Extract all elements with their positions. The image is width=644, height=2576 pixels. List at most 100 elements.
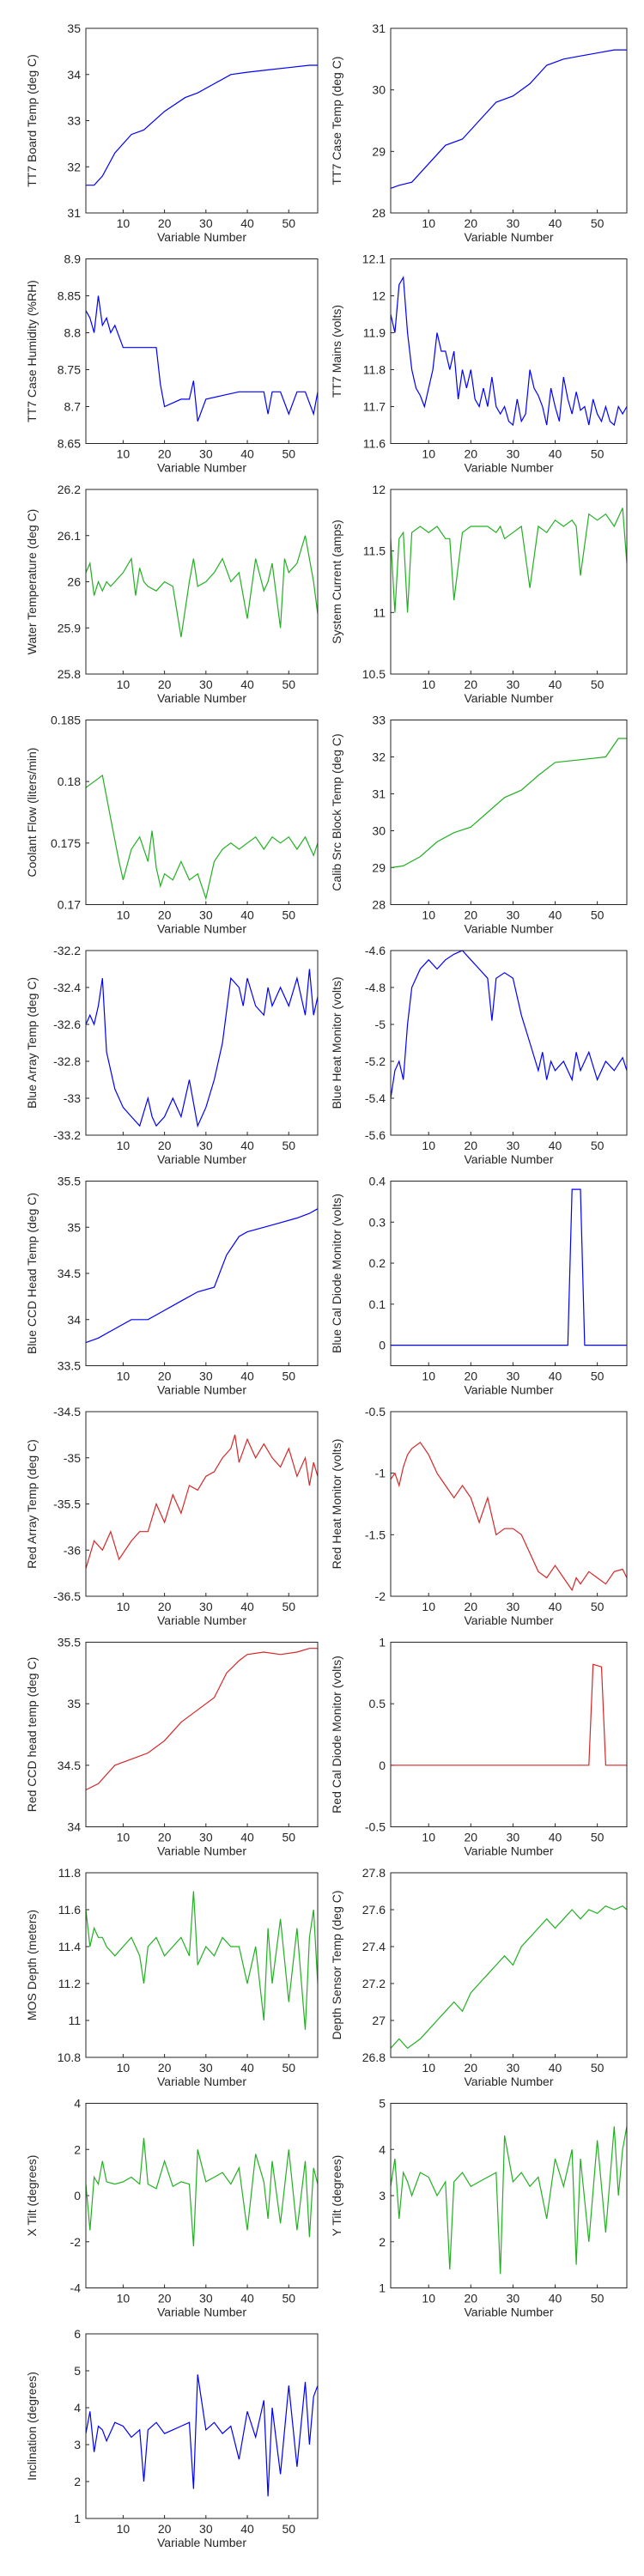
y-axis-label: Y Tilt (degrees) (330, 2155, 343, 2237)
y-axis-label: Blue Cal Diode Monitor (volts) (330, 1194, 343, 1353)
x-tick-label: 10 (422, 2061, 435, 2075)
x-axis-label: Variable Number (157, 1613, 246, 1627)
y-axis-label: Inclination (degrees) (25, 2372, 39, 2481)
x-axis-label: Variable Number (464, 1383, 553, 1397)
chart-panel-8: 28 29 30 31 32 33 10 20 30 40 50 Variable Number Cal… (330, 714, 628, 936)
y-tick-label: 8.9 (64, 252, 82, 266)
x-tick-label: 40 (549, 677, 562, 691)
chart-panel-10: -5.6 -5.4 -5.2 -5 -4.8 -4.6 10 20 30 40 50 Variable… (330, 944, 628, 1166)
y-tick-label: 3 (74, 2438, 81, 2451)
chart-panel-20: 1 2 3 4 5 10 20 30 40 50 Variable Number Y Tilt (de… (330, 2097, 628, 2319)
y-tick-label: 0.1 (369, 1297, 386, 1311)
x-tick-label: 20 (465, 1831, 478, 1844)
plot-frame (85, 27, 319, 214)
y-tick-label: -4.6 (365, 944, 386, 957)
y-axis-label: X Tilt (degrees) (25, 2155, 39, 2237)
y-tick-label: 27.8 (362, 1866, 386, 1880)
plot-frame (390, 1872, 628, 2058)
x-tick-label: 20 (465, 216, 478, 230)
y-tick-label: 0.18 (58, 775, 81, 788)
x-tick-label: 20 (158, 1370, 172, 1383)
x-tick-label: 50 (282, 1600, 295, 1613)
y-tick-label: 35 (67, 1220, 81, 1234)
x-tick-label: 30 (507, 2061, 520, 2075)
y-tick-label: 11.6 (363, 437, 386, 451)
x-tick-label: 10 (117, 1600, 131, 1613)
chart-panel-12: 0 0.1 0.2 0.3 0.4 10 20 30 40 50 Variable Number Bl… (330, 1175, 628, 1397)
y-tick-label: -32.2 (53, 944, 81, 957)
x-tick-label: 50 (591, 1831, 605, 1844)
series-line (391, 1188, 627, 1346)
y-tick-label: 0 (74, 2189, 81, 2202)
x-tick-label: 10 (422, 1831, 435, 1844)
x-tick-label: 40 (549, 1370, 562, 1383)
x-tick-label: 30 (507, 1600, 520, 1613)
x-tick-label: 20 (465, 2061, 478, 2075)
y-tick-label: 0.175 (51, 836, 81, 850)
y-tick-label: 0.3 (369, 1215, 386, 1229)
series-line (85, 2374, 319, 2497)
plot-frame (85, 720, 319, 905)
x-tick-label: 40 (549, 908, 562, 922)
x-tick-label: 40 (240, 2061, 254, 2075)
x-tick-label: 40 (549, 1600, 562, 1613)
y-tick-label: -5.6 (365, 1128, 386, 1142)
y-axis-label: TT7 Mains (volts) (330, 305, 343, 398)
y-tick-label: 33.5 (58, 1359, 81, 1373)
x-tick-label: 10 (117, 1139, 131, 1152)
x-tick-label: 30 (199, 2061, 213, 2075)
x-tick-label: 10 (117, 447, 131, 461)
y-tick-label: 27.4 (362, 1940, 386, 1953)
x-tick-label: 30 (199, 1139, 213, 1152)
series-line (85, 1891, 319, 2030)
y-tick-label: -35 (64, 1451, 81, 1465)
y-axis-label: Red Heat Monitor (volts) (330, 1439, 343, 1570)
y-tick-label: 11.5 (363, 544, 386, 558)
x-tick-label: 40 (240, 1831, 254, 1844)
x-tick-label: 30 (199, 1600, 213, 1613)
y-tick-label: 30 (372, 83, 386, 97)
y-tick-label: 0.17 (58, 898, 81, 912)
y-tick-label: -32.6 (53, 1018, 81, 1031)
x-axis-label: Variable Number (157, 691, 246, 705)
x-tick-label: 50 (591, 1370, 605, 1383)
y-tick-label: 2 (74, 2475, 81, 2488)
x-tick-label: 20 (158, 2522, 172, 2536)
x-tick-label: 40 (549, 2061, 562, 2075)
x-tick-label: 10 (117, 1831, 131, 1844)
y-tick-label: 1 (74, 2512, 81, 2525)
x-tick-label: 10 (422, 2292, 435, 2306)
y-tick-label: 4 (379, 2142, 386, 2156)
x-tick-label: 50 (591, 908, 605, 922)
x-tick-label: 20 (158, 447, 172, 461)
y-tick-label: 8.65 (58, 437, 81, 451)
x-tick-label: 10 (422, 1370, 435, 1383)
x-tick-label: 20 (158, 2061, 172, 2075)
y-tick-label: 12 (372, 483, 386, 496)
series-line (85, 1208, 319, 1344)
y-tick-label: 27 (372, 2014, 386, 2027)
chart-panel-4: 11.6 11.7 11.8 11.9 12 12.1 10 20 30 40 50 Variable… (330, 252, 628, 475)
x-tick-label: 20 (158, 2292, 172, 2306)
y-tick-label: 25.9 (58, 621, 81, 635)
x-axis-label: Variable Number (157, 2075, 246, 2088)
y-tick-label: -4.8 (365, 981, 386, 994)
y-axis-label: Calib Src Block Temp (deg C) (330, 733, 343, 890)
y-tick-label: 11.7 (363, 400, 386, 414)
y-tick-label: 31 (372, 21, 386, 35)
y-tick-label: 0.2 (369, 1256, 386, 1270)
y-tick-label: 26.1 (58, 529, 81, 543)
series-line (85, 295, 319, 422)
chart-panel-9: -33.2 -33 -32.8 -32.6 -32.4 -32.2 10 20 30 40 50 Va… (25, 944, 319, 1166)
y-tick-label: -32.4 (53, 981, 81, 994)
x-axis-label: Variable Number (464, 461, 553, 475)
y-tick-label: 11 (68, 2014, 81, 2027)
y-tick-label: -4 (70, 2281, 82, 2295)
x-tick-label: 10 (422, 447, 435, 461)
x-tick-label: 40 (240, 2522, 254, 2536)
x-tick-label: 30 (507, 677, 520, 691)
x-tick-label: 40 (240, 1139, 254, 1152)
y-tick-label: 31 (372, 787, 386, 801)
y-tick-label: -2 (70, 2235, 82, 2249)
plot-frame (85, 1411, 319, 1597)
